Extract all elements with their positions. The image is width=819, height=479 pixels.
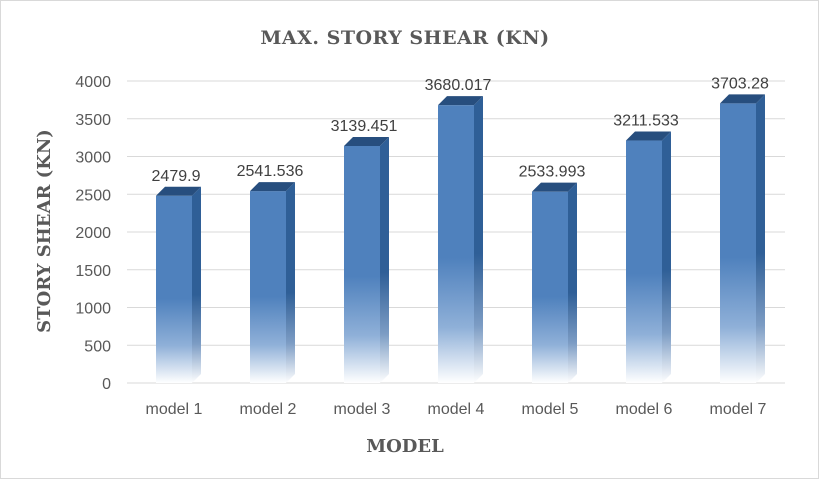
y-axis-title: STORY SHEAR (KN) (34, 129, 55, 333)
data-label: 2541.536 (237, 163, 304, 180)
x-tick-label: model 1 (146, 401, 203, 418)
x-axis-title: MODEL (366, 436, 444, 457)
bar-top (344, 136, 389, 146)
y-tick-label: 500 (84, 338, 111, 355)
x-tick-label: model 7 (710, 401, 767, 418)
bars (156, 94, 765, 384)
bar-front (156, 195, 192, 383)
bar-side (568, 182, 577, 383)
bar-side (662, 131, 671, 383)
y-tick-label: 3500 (75, 112, 111, 129)
data-label: 2533.993 (519, 164, 586, 181)
data-label: 3211.533 (613, 113, 679, 130)
bar-front (344, 145, 380, 383)
x-tick-label: model 2 (240, 401, 297, 418)
bar-top (532, 182, 577, 192)
bar (720, 94, 765, 384)
bar-front (532, 191, 568, 383)
bar-front (250, 191, 286, 383)
y-tick-label: 4000 (75, 74, 111, 91)
bar-side (286, 182, 295, 383)
bar-top (720, 94, 765, 104)
y-tick-label: 2500 (75, 187, 111, 204)
y-tick-label: 0 (102, 376, 111, 393)
bar-top (438, 96, 483, 106)
data-label: 3680.017 (425, 77, 492, 94)
x-axis-ticks: model 1 model 2 model 3 model 4 model 5 model… (146, 401, 767, 418)
y-axis-ticks: 0 500 1000 1500 2000 2500 3000 3500 4000 (75, 74, 111, 393)
bar (626, 131, 671, 383)
bar-front (626, 140, 662, 383)
bar-side (380, 136, 389, 383)
y-tick-label: 3000 (75, 150, 111, 167)
data-label: 2479.9 (152, 168, 201, 185)
bar-top (156, 186, 201, 196)
x-tick-label: model 4 (428, 401, 485, 418)
x-tick-label: model 3 (334, 401, 391, 418)
y-tick-label: 1500 (75, 263, 111, 280)
bar-side (474, 96, 483, 383)
data-label: 3139.451 (331, 118, 398, 135)
bar-top (250, 182, 295, 192)
x-tick-label: model 5 (522, 401, 579, 418)
bar-top (626, 131, 671, 141)
bar-side (192, 186, 201, 383)
x-tick-label: model 6 (616, 401, 673, 418)
bar-side (756, 94, 765, 384)
y-tick-label: 1000 (75, 301, 111, 318)
bar-front (438, 105, 474, 383)
bar (438, 96, 483, 383)
chart-title: MAX. STORY SHEAR (KN) (260, 27, 549, 49)
y-tick-label: 2000 (75, 225, 111, 242)
bar (532, 182, 577, 383)
data-labels: 2479.9 2541.536 3139.451 3680.017 2533.993 32… (152, 75, 769, 184)
bar-front (720, 103, 756, 384)
bar (250, 182, 295, 383)
bar (156, 186, 201, 383)
bar (344, 136, 389, 383)
data-label: 3703.28 (711, 75, 769, 92)
